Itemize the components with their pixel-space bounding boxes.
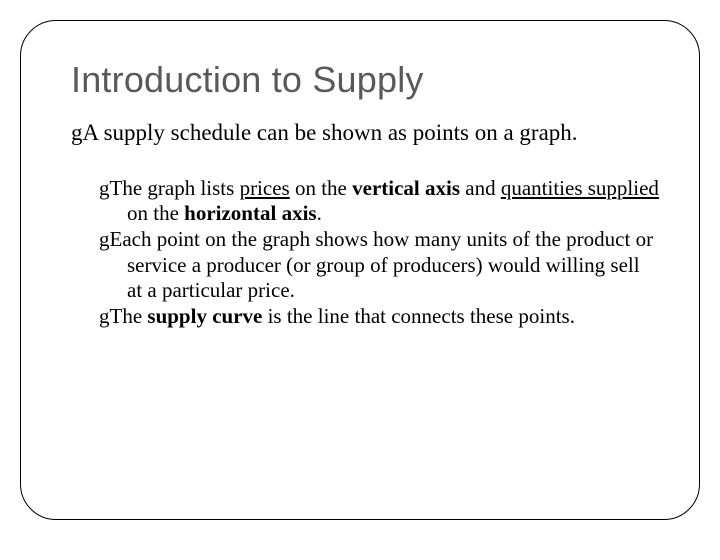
underline-prices: prices xyxy=(240,176,290,200)
bullet-icon: g xyxy=(99,176,110,200)
text: The xyxy=(110,304,148,328)
text: on the xyxy=(127,201,184,225)
slide-frame: Introduction to Supply gA supply schedul… xyxy=(20,20,700,520)
lvl1-text: A supply schedule can be shown as points… xyxy=(83,120,578,145)
text: on the xyxy=(290,176,352,200)
text: is the line that connects these points. xyxy=(262,304,575,328)
text: . xyxy=(317,201,322,225)
bullet-icon: g xyxy=(99,304,110,328)
underline-quantities: quantities supplied xyxy=(501,176,659,200)
bullet-lvl2-1: gThe graph lists prices on the vertical … xyxy=(99,176,659,227)
slide-title: Introduction to Supply xyxy=(71,59,659,101)
bullet-lvl2-2: gEach point on the graph shows how many … xyxy=(99,227,659,304)
text: and xyxy=(460,176,501,200)
text: Each point on the graph shows how many u… xyxy=(110,227,654,302)
lvl2-group: gThe graph lists prices on the vertical … xyxy=(71,176,659,330)
bullet-lvl1: gA supply schedule can be shown as point… xyxy=(71,119,659,148)
bullet-icon: g xyxy=(71,120,83,145)
bullet-icon: g xyxy=(99,227,110,251)
text: The graph lists xyxy=(110,176,240,200)
bold-horizontal-axis: horizontal axis xyxy=(184,201,316,225)
bold-vertical-axis: vertical axis xyxy=(352,176,460,200)
bullet-lvl2-3: gThe supply curve is the line that conne… xyxy=(99,304,659,330)
bold-supply-curve: supply curve xyxy=(147,304,262,328)
